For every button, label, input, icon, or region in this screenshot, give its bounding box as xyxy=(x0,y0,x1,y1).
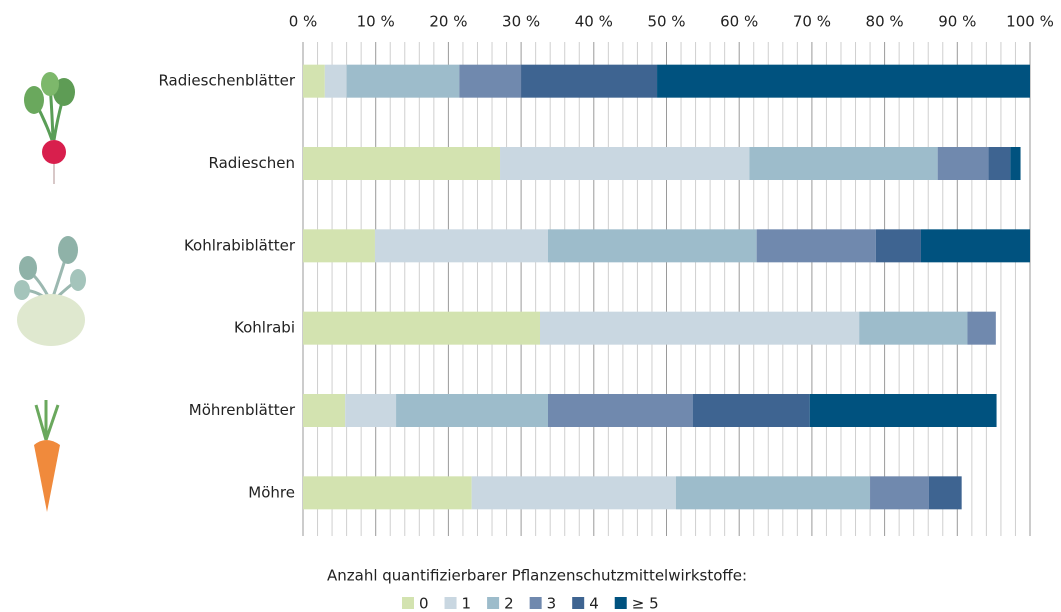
bar-segment xyxy=(1010,147,1020,180)
bar-segment xyxy=(929,476,962,509)
legend-label: ≥ 5 xyxy=(632,595,659,612)
bar-segment xyxy=(540,312,859,345)
legend-label: 2 xyxy=(504,595,514,612)
kohlrabi-icon xyxy=(14,236,86,346)
x-tick-label: 40 % xyxy=(575,13,613,31)
bar-segment xyxy=(396,394,548,427)
bar-segment xyxy=(693,394,810,427)
bar-segment xyxy=(472,476,676,509)
x-tick-label: 10 % xyxy=(357,13,395,31)
x-tick-label: 90 % xyxy=(938,13,976,31)
bar-segment xyxy=(303,312,540,345)
bar-segment xyxy=(870,476,929,509)
bar-segment xyxy=(303,65,325,98)
x-tick-label: 0 % xyxy=(289,13,318,31)
bar-segment xyxy=(303,147,500,180)
legend-title: Anzahl quantifizierbarer Pflanzenschutzm… xyxy=(327,567,747,585)
category-label: Radieschenblätter xyxy=(158,72,295,90)
legend-label: 4 xyxy=(589,595,599,612)
legend-label: 3 xyxy=(547,595,557,612)
bar-segment xyxy=(810,394,997,427)
category-label: Kohlrabiblätter xyxy=(184,236,296,254)
legend-label: 0 xyxy=(419,595,429,612)
bar-segment xyxy=(303,394,345,427)
x-tick-label: 80 % xyxy=(866,13,904,31)
bar-segment xyxy=(938,147,989,180)
category-label: Kohlrabi xyxy=(234,319,295,337)
bar-segment xyxy=(657,65,1030,98)
bar-segment xyxy=(859,312,967,345)
legend-swatch xyxy=(615,597,627,609)
x-tick-label: 50 % xyxy=(647,13,685,31)
legend-swatch xyxy=(402,597,414,609)
x-tick-label: 30 % xyxy=(502,13,540,31)
bar-segment xyxy=(303,229,375,262)
bar-segment xyxy=(967,312,995,345)
legend-swatch xyxy=(572,597,584,609)
category-label: Möhre xyxy=(248,483,295,501)
legend-swatch xyxy=(530,597,542,609)
x-tick-label: 20 % xyxy=(429,13,467,31)
bar-segment xyxy=(375,229,548,262)
bar-segment xyxy=(459,65,521,98)
x-tick-label: 70 % xyxy=(793,13,831,31)
bar-segment xyxy=(676,476,870,509)
bar-segment xyxy=(548,229,757,262)
bar-segment xyxy=(921,229,1030,262)
carrot-icon xyxy=(34,400,60,512)
bar-segment xyxy=(347,65,460,98)
radish-icon xyxy=(24,72,75,184)
bar-segment xyxy=(325,65,347,98)
bar-segment xyxy=(989,147,1011,180)
bar-segment xyxy=(345,394,396,427)
bar-segment xyxy=(521,65,657,98)
page: Anzahl quantifizierbarer Pflanzenschutzm… xyxy=(0,0,1061,612)
x-tick-label: 60 % xyxy=(720,13,758,31)
bar-segment xyxy=(757,229,876,262)
category-label: Möhrenblätter xyxy=(189,401,296,419)
x-tick-label: 100 % xyxy=(1006,13,1054,31)
bar-segment xyxy=(876,229,921,262)
legend-swatch xyxy=(487,597,499,609)
category-label: Radieschen xyxy=(208,154,295,172)
bar-segment xyxy=(749,147,937,180)
bar-segment xyxy=(548,394,693,427)
legend-swatch xyxy=(445,597,457,609)
legend-label: 1 xyxy=(462,595,472,612)
chart: Anzahl quantifizierbarer Pflanzenschutzm… xyxy=(0,0,1061,612)
vegetable-icons xyxy=(14,72,86,512)
bar-segment xyxy=(500,147,749,180)
bar-segment xyxy=(303,476,472,509)
